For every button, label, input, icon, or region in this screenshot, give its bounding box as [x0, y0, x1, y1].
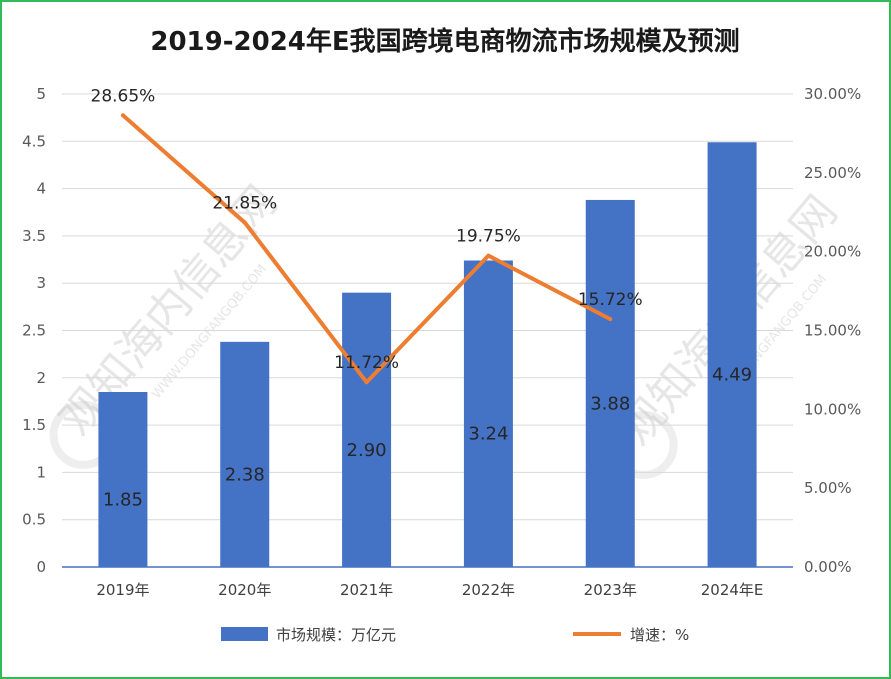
bar-series: 1.85 2.38 2.90 3.24 3.88 4.49 — [98, 142, 757, 567]
line-point — [608, 317, 613, 322]
line-value-label: 15.72% — [578, 290, 643, 310]
line-value-label: 21.85% — [212, 193, 277, 213]
line-series: 28.65% 21.85% 11.72% 19.75% 15.72% — [91, 86, 643, 385]
line-point — [242, 220, 247, 225]
line-point — [120, 113, 125, 118]
bar-value-label: 2.90 — [347, 440, 387, 461]
line-value-label: 19.75% — [456, 227, 521, 247]
y-right-tick-label: 25.00% — [804, 164, 861, 182]
y-left-tick-label: 2 — [36, 369, 46, 387]
legend: 市场规模：万亿元 增速：% — [221, 626, 689, 644]
bar — [707, 142, 757, 567]
y-right-tick-label: 10.00% — [804, 400, 861, 418]
bar — [585, 199, 635, 567]
gridlines — [62, 93, 793, 521]
legend-bar-label: 市场规模：万亿元 — [276, 626, 396, 644]
y-left-tick-label: 3.5 — [22, 227, 46, 245]
x-tick-label: 2019年 — [96, 581, 149, 599]
bar-value-label: 3.88 — [590, 393, 630, 414]
line-value-label: 11.72% — [334, 353, 399, 373]
y-right-tick-label: 15.00% — [804, 322, 861, 340]
x-tick-label: 2024年E — [701, 581, 764, 599]
line-value-label: 28.65% — [91, 86, 156, 106]
bar-value-label: 1.85 — [103, 489, 143, 510]
y-left-tick-label: 5 — [36, 85, 46, 103]
y-right-tick-label: 0.00% — [804, 558, 852, 576]
y-left-tick-label: 1 — [36, 463, 46, 481]
x-tick-label: 2021年 — [340, 581, 393, 599]
axes: 0 0.5 1 1.5 2 2.5 3 3.5 4 4.5 5 0.00% 5.00% 10.00% 15.… — [22, 85, 861, 599]
y-left-tick-label: 4.5 — [22, 132, 46, 150]
bar — [98, 391, 148, 567]
y-right-tick-label: 20.00% — [804, 243, 861, 261]
line-point — [364, 380, 369, 385]
legend-line-label: 增速：% — [630, 626, 689, 644]
bar — [342, 292, 392, 567]
bar-value-label: 3.24 — [468, 424, 508, 445]
x-tick-label: 2022年 — [462, 581, 515, 599]
bar-value-label: 2.38 — [225, 464, 265, 485]
y-right-tick-label: 30.00% — [804, 85, 861, 103]
y-left-tick-label: 3 — [36, 274, 46, 292]
x-tick-label: 2020年 — [218, 581, 271, 599]
bar — [463, 260, 513, 567]
bar — [220, 341, 270, 567]
line-point — [486, 253, 491, 258]
y-left-tick-label: 2.5 — [22, 322, 46, 340]
y-left-tick-label: 4 — [36, 180, 46, 198]
y-left-tick-label: 1.5 — [22, 416, 46, 434]
x-tick-label: 2023年 — [584, 581, 637, 599]
y-right-tick-label: 5.00% — [804, 479, 852, 497]
legend-bar-swatch — [221, 627, 268, 641]
bar-value-label: 4.49 — [712, 365, 752, 386]
y-left-tick-label: 0 — [36, 558, 46, 576]
chart-title: 2019-2024年E我国跨境电商物流市场规模及预测 — [150, 26, 739, 57]
y-left-tick-label: 0.5 — [22, 511, 46, 529]
